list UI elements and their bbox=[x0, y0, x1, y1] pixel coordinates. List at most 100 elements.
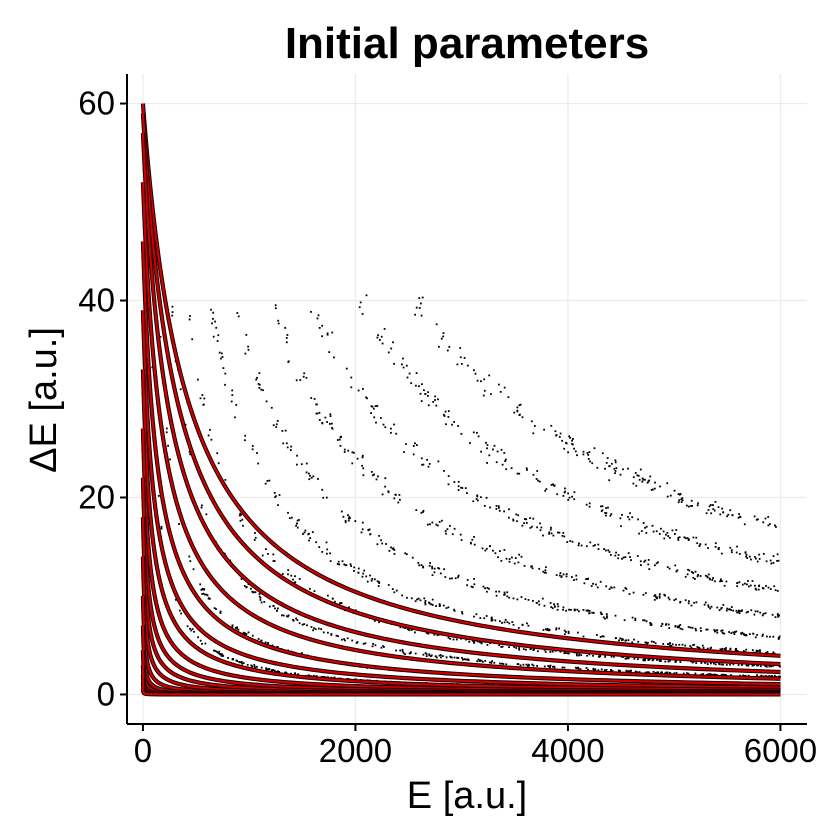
data-point bbox=[427, 523, 429, 526]
data-point bbox=[617, 557, 620, 560]
data-point bbox=[695, 662, 698, 664]
data-point bbox=[718, 663, 721, 666]
data-point bbox=[338, 438, 341, 441]
data-point bbox=[714, 542, 717, 545]
data-point bbox=[399, 626, 402, 629]
data-point bbox=[669, 642, 671, 644]
data-point bbox=[287, 511, 289, 514]
data-point bbox=[587, 458, 590, 460]
data-point bbox=[540, 526, 543, 529]
data-point bbox=[388, 550, 391, 552]
data-point bbox=[310, 397, 313, 399]
data-point bbox=[719, 513, 722, 516]
data-point bbox=[518, 647, 520, 649]
data-point bbox=[725, 580, 728, 583]
data-point bbox=[498, 590, 501, 593]
data-point bbox=[295, 617, 297, 620]
data-point bbox=[501, 622, 503, 624]
data-point bbox=[516, 406, 519, 409]
data-point bbox=[715, 674, 718, 676]
data-point bbox=[666, 495, 669, 498]
data-point bbox=[642, 593, 645, 596]
data-point bbox=[314, 628, 317, 631]
data-point bbox=[216, 452, 219, 455]
data-point bbox=[669, 644, 671, 647]
data-point bbox=[573, 447, 575, 450]
data-point bbox=[219, 610, 222, 613]
data-point bbox=[405, 443, 407, 445]
data-point bbox=[668, 567, 671, 570]
data-point bbox=[494, 619, 497, 622]
data-point bbox=[577, 631, 579, 634]
data-point bbox=[429, 523, 431, 526]
data-point bbox=[418, 385, 420, 388]
data-point bbox=[160, 527, 163, 530]
data-point bbox=[578, 652, 581, 655]
data-point bbox=[207, 434, 210, 437]
data-point bbox=[642, 619, 644, 622]
data-point bbox=[756, 674, 758, 677]
data-point bbox=[308, 472, 310, 475]
fit-curve bbox=[141, 240, 781, 686]
data-point bbox=[555, 434, 557, 437]
data-point bbox=[541, 597, 544, 600]
data-point bbox=[499, 550, 501, 552]
data-point bbox=[668, 671, 671, 674]
data-point bbox=[503, 452, 506, 454]
data-point bbox=[632, 476, 635, 479]
data-point bbox=[361, 464, 363, 467]
data-point bbox=[171, 314, 174, 317]
data-point bbox=[378, 581, 380, 583]
data-point bbox=[503, 591, 506, 594]
data-point bbox=[472, 640, 474, 642]
data-point bbox=[759, 650, 761, 653]
data-point bbox=[643, 619, 646, 622]
data-point bbox=[700, 630, 702, 632]
data-point bbox=[272, 553, 275, 556]
data-point bbox=[765, 665, 768, 668]
data-point bbox=[459, 347, 462, 349]
data-point bbox=[644, 659, 646, 662]
data-point bbox=[373, 416, 376, 419]
data-point bbox=[380, 539, 382, 542]
data-point bbox=[543, 428, 545, 431]
data-point bbox=[274, 307, 277, 310]
data-point bbox=[621, 557, 623, 560]
data-point bbox=[250, 664, 253, 667]
data-point bbox=[610, 554, 612, 556]
data-point bbox=[597, 548, 600, 550]
x-tick-label: 4000 bbox=[531, 732, 604, 769]
data-point bbox=[779, 665, 781, 668]
data-point bbox=[647, 671, 650, 674]
data-point bbox=[554, 430, 557, 433]
data-point bbox=[488, 661, 491, 664]
data-point bbox=[543, 604, 546, 607]
data-point bbox=[500, 646, 503, 648]
data-point bbox=[203, 588, 206, 590]
data-point bbox=[513, 411, 516, 414]
data-point bbox=[488, 454, 491, 457]
data-point bbox=[687, 672, 690, 675]
data-point bbox=[342, 515, 345, 518]
data-point bbox=[596, 634, 598, 636]
data-point bbox=[242, 524, 244, 527]
data-point bbox=[201, 588, 204, 590]
data-point bbox=[585, 503, 588, 506]
data-point bbox=[654, 671, 657, 674]
data-point bbox=[362, 642, 365, 645]
data-point bbox=[624, 587, 627, 589]
data-point bbox=[689, 626, 692, 629]
data-point bbox=[424, 601, 427, 604]
data-point bbox=[546, 629, 549, 631]
data-point bbox=[668, 536, 671, 539]
data-point bbox=[365, 396, 367, 399]
data-point bbox=[561, 666, 564, 669]
data-point bbox=[518, 404, 521, 407]
data-point bbox=[620, 525, 622, 528]
data-point bbox=[733, 633, 736, 635]
data-point bbox=[516, 472, 519, 475]
data-point bbox=[361, 575, 364, 578]
data-point bbox=[498, 507, 500, 509]
data-point bbox=[678, 626, 680, 628]
